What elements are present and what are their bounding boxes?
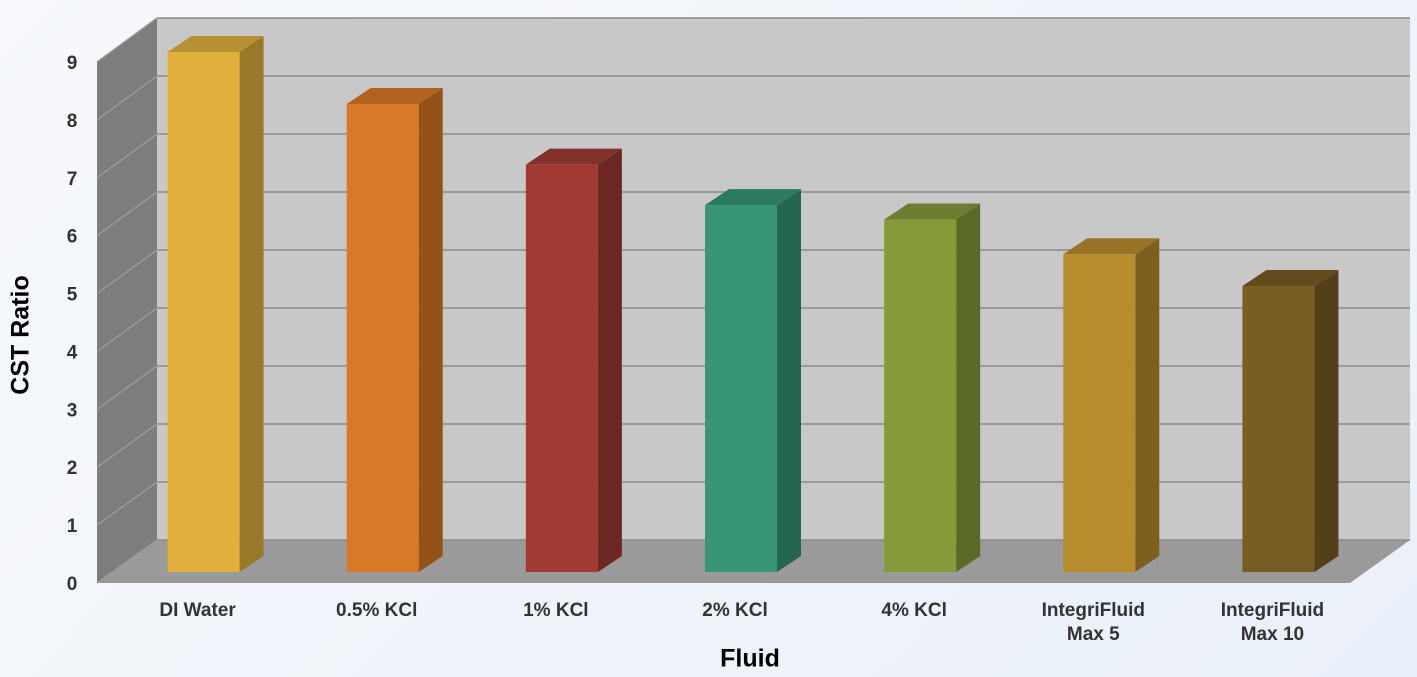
y-tick-label: 9 (67, 53, 78, 74)
x-tick-label-line: IntegriFluid (1221, 600, 1324, 621)
bar-top (1063, 238, 1160, 255)
y-tick-label: 6 (67, 227, 78, 248)
x-tick-label: 0.5% KCl (336, 600, 417, 621)
bar-top (525, 148, 622, 165)
left-wall (97, 18, 157, 583)
x-tick-label: IntegriFluid Max 5 (1042, 600, 1145, 645)
bar (525, 164, 598, 572)
bar (346, 104, 419, 572)
grid-line-wall (96, 133, 158, 179)
x-tick-label: DI Water (159, 600, 236, 621)
bar (167, 52, 240, 572)
bar-side (597, 148, 622, 572)
grid-line-wall (96, 307, 158, 353)
x-tick-label-line: IntegriFluid (1042, 600, 1145, 621)
y-tick-label: 4 (67, 342, 78, 363)
y-tick-label: 8 (67, 111, 78, 132)
bar-top (346, 88, 443, 104)
y-tick-label: 7 (67, 169, 78, 190)
bar (1242, 286, 1315, 572)
grid-line-wall (96, 191, 158, 237)
x-tick-label: 1% KCl (523, 600, 588, 621)
bar (884, 219, 957, 573)
x-axis-title: Fluid (720, 645, 780, 673)
grid-line-wall (96, 249, 158, 295)
y-tick-label: 0 (67, 574, 78, 595)
grid-line-wall (96, 539, 158, 584)
bar-side (418, 88, 443, 572)
bar-top (1242, 270, 1339, 286)
bar (705, 205, 777, 572)
y-tick-label: 2 (67, 458, 78, 479)
grid-line-wall (96, 481, 158, 526)
y-axis-title: CST Ratio (7, 275, 35, 394)
x-tick-label: IntegriFluid Max 10 (1221, 600, 1324, 645)
x-tick-label-line: Max 10 (1241, 624, 1304, 645)
bar-side (777, 189, 801, 572)
bar-side (1135, 238, 1160, 572)
bar-side (956, 203, 981, 573)
grid-line-wall (96, 17, 158, 63)
y-tick-label: 5 (67, 285, 78, 306)
bar-top (884, 203, 981, 220)
x-tick-label: 4% KCl (881, 600, 946, 621)
grid-line-wall (96, 75, 158, 121)
x-tick-label: 2% KCl (702, 600, 767, 621)
bar (1063, 254, 1136, 572)
x-tick-label-line: Max 5 (1067, 624, 1120, 645)
bar-side (1314, 270, 1339, 572)
y-tick-label: 1 (67, 516, 78, 537)
bar-top (705, 189, 801, 206)
bar-side (239, 36, 264, 572)
bar-top (167, 36, 264, 52)
grid-line-wall (96, 365, 158, 410)
y-tick-label: 3 (67, 400, 78, 421)
grid-line-wall (96, 423, 158, 468)
bars (167, 36, 1339, 573)
